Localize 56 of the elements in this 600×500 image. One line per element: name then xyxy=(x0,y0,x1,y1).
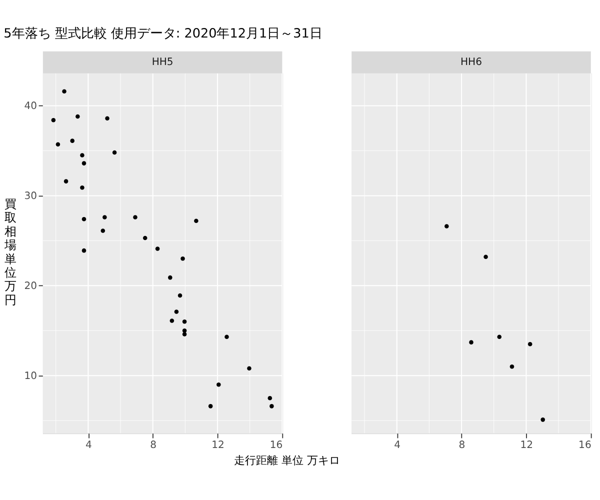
point xyxy=(540,418,545,422)
x-tick-label: 12 xyxy=(212,440,224,452)
x-tick-label: 8 xyxy=(458,440,466,452)
point xyxy=(168,275,172,280)
x-tick-label: 16 xyxy=(270,440,283,452)
x-tick-label: 16 xyxy=(578,440,592,452)
point xyxy=(247,366,252,371)
x-tick-label: 12 xyxy=(520,440,534,452)
point xyxy=(64,179,68,184)
point xyxy=(182,332,187,336)
point xyxy=(270,404,274,408)
point xyxy=(70,138,74,143)
point xyxy=(469,340,474,344)
point xyxy=(497,334,502,340)
point xyxy=(51,118,56,122)
point xyxy=(510,364,514,369)
point xyxy=(484,254,488,259)
text: 5年落ち 型式比較 使用データ: 2020年12月1日～31日 xyxy=(4,26,322,42)
point xyxy=(174,310,179,314)
x-axis-title: 走行距離 単位 万キロ xyxy=(234,454,340,467)
x-tick-label: 8 xyxy=(150,440,157,452)
point xyxy=(56,142,60,147)
point xyxy=(208,404,213,408)
point xyxy=(444,224,449,228)
y-tick-label: 10 xyxy=(24,370,37,382)
point xyxy=(142,236,148,240)
chart-title: HH5 xyxy=(152,57,174,68)
y-tick-label: 30 xyxy=(24,190,37,202)
point xyxy=(100,228,106,233)
point xyxy=(170,318,174,323)
point xyxy=(268,396,272,400)
y-axis-title: 買取相場単位万円 xyxy=(4,197,16,307)
point xyxy=(112,150,117,155)
point xyxy=(155,246,160,251)
x-tick-label: 4 xyxy=(85,440,92,452)
point xyxy=(102,215,107,220)
point xyxy=(194,218,198,224)
point xyxy=(82,216,86,222)
chart-title: HH6 xyxy=(460,57,482,68)
point xyxy=(182,319,187,324)
point xyxy=(105,116,110,120)
point xyxy=(133,215,138,220)
point xyxy=(216,382,221,387)
x-tick-label: 4 xyxy=(394,440,401,452)
point xyxy=(76,114,80,119)
point xyxy=(528,342,532,346)
point xyxy=(180,256,185,261)
point xyxy=(80,185,84,190)
point xyxy=(82,161,86,166)
point xyxy=(224,334,229,340)
y-tick-label: 40 xyxy=(24,100,37,112)
point xyxy=(62,89,66,94)
point xyxy=(178,293,182,298)
point xyxy=(80,153,84,158)
y-tick-label: 20 xyxy=(24,280,37,292)
point xyxy=(82,248,86,253)
